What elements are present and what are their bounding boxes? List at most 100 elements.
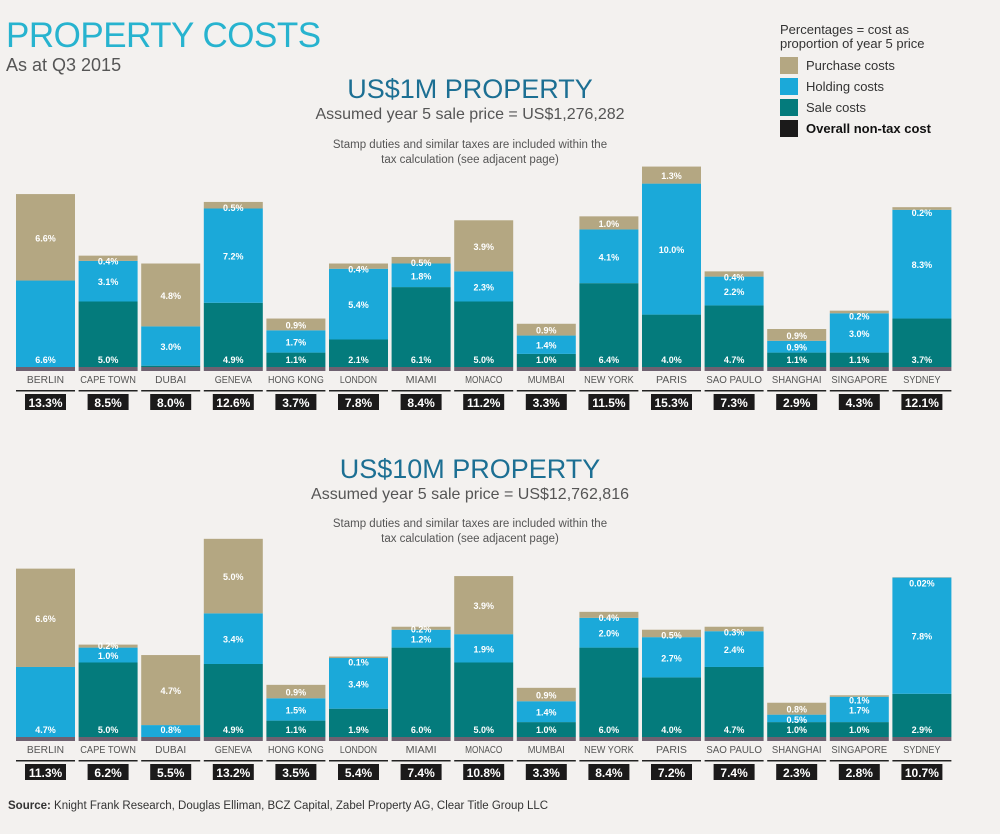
sale-value-label: 4.9% [223, 355, 244, 365]
sale-bar [266, 720, 326, 737]
total-divider [454, 390, 514, 392]
holding-bar [892, 209, 952, 319]
category-label: GENEVA [215, 745, 252, 756]
holding-bar [516, 335, 576, 354]
holding-bar [642, 637, 701, 678]
sale-value-label: 4.0% [661, 725, 682, 735]
category-label: NEW YORK [584, 745, 634, 756]
purchase-bar [767, 702, 827, 715]
holding-bar [203, 613, 263, 664]
category-label: MIAMI [406, 375, 437, 386]
sale-value-label: 1.1% [849, 355, 870, 365]
category-label: MUMBAI [528, 375, 565, 386]
sale-value-label: 1.0% [786, 725, 807, 735]
chart2-note-line1: Stamp duties and similar taxes are inclu… [332, 518, 608, 530]
total-value-label: 5.4% [345, 766, 373, 780]
total-divider [391, 390, 451, 392]
holding-bar [266, 698, 326, 721]
category-label: SAO PAULO [706, 375, 762, 386]
total-value-label: 7.2% [658, 766, 686, 780]
holding-value-label: 1.9% [473, 644, 494, 654]
holding-value-label: 10.0% [659, 245, 685, 255]
sale-bar [516, 353, 576, 367]
holding-value-label: 0.9% [786, 343, 807, 353]
purchase-bar [141, 263, 201, 327]
total-value-label: 8.4% [407, 396, 435, 410]
purchase-bar [266, 318, 326, 331]
purchase-value-label: 0.2% [411, 625, 432, 635]
holding-value-label: 2.2% [724, 287, 745, 297]
holding-bar [454, 271, 514, 302]
total-badge [338, 764, 379, 780]
total-value-label: 3.7% [282, 396, 310, 410]
total-badge [212, 764, 254, 780]
total-divider [767, 390, 827, 392]
sale-bar [642, 314, 701, 367]
category-label: SYDNEY [903, 375, 940, 386]
sale-bar [892, 318, 952, 367]
sale-swatch [780, 99, 798, 116]
legend-heading: Percentages = cost as proportion of year… [780, 23, 931, 51]
category-label: HONG KONG [268, 375, 324, 386]
sale-bar [391, 647, 451, 737]
total-badge [87, 764, 129, 780]
purchase-bar [78, 644, 138, 648]
purchase-value-label: 3.9% [473, 242, 494, 252]
total-divider [391, 760, 451, 762]
purchase-bar [16, 194, 75, 281]
sale-bar [78, 662, 138, 737]
holding-value-label: 0.8% [160, 725, 181, 735]
baseline [78, 367, 138, 371]
baseline [704, 737, 764, 741]
sale-value-label: 5.0% [98, 725, 119, 735]
sale-value-label: 3.7% [912, 355, 933, 365]
category-label: BERLIN [27, 745, 64, 756]
sale-bar [141, 365, 201, 367]
page-subtitle: As at Q3 2015 [6, 55, 122, 75]
holding-bar [141, 725, 201, 737]
chart2-note: Stamp duties and similar taxes are inclu… [0, 517, 970, 547]
total-value-label: 8.4% [595, 766, 623, 780]
total-value-label: 2.3% [783, 766, 811, 780]
purchase-value-label: 0.4% [98, 257, 119, 267]
total-value-label: 7.8% [345, 396, 373, 410]
total-badge [463, 394, 505, 410]
total-badge [776, 764, 818, 780]
sale-value-label: 1.0% [536, 725, 557, 735]
category-label: HONG KONG [268, 745, 324, 756]
sale-bar [642, 677, 701, 737]
holding-bar [704, 276, 764, 306]
holding-bar [16, 666, 75, 737]
total-badge [525, 764, 567, 780]
baseline [642, 737, 701, 741]
total-badge [651, 394, 692, 410]
total-badge [776, 394, 818, 410]
category-label: SINGAPORE [831, 745, 887, 756]
sale-bar [329, 339, 388, 367]
sale-bar [329, 708, 388, 737]
total-badge [588, 394, 630, 410]
sale-bar [579, 647, 639, 737]
baseline [642, 367, 701, 371]
total-badge [463, 764, 505, 780]
baseline [454, 737, 514, 741]
holding-value-label: 1.8% [411, 271, 432, 281]
purchase-value-label: 0.9% [786, 331, 807, 341]
holding-bar [391, 629, 451, 648]
total-divider [579, 390, 639, 392]
purchase-value-label: 0.4% [599, 613, 620, 623]
holding-value-label: 1.4% [536, 708, 557, 718]
sale-bar [454, 301, 514, 367]
purchase-bar [391, 256, 451, 264]
category-label: LONDON [340, 745, 377, 756]
total-value-label: 10.7% [905, 766, 939, 780]
holding-value-label: 1.7% [286, 337, 307, 347]
total-value-label: 13.2% [216, 766, 250, 780]
total-divider [704, 390, 764, 392]
purchase-value-label: 0.1% [348, 658, 369, 668]
overall-swatch [780, 120, 798, 137]
total-badge [150, 764, 192, 780]
holding-value-label: 3.4% [348, 679, 369, 689]
total-divider [892, 390, 952, 392]
purchase-value-label: 0.9% [286, 688, 307, 698]
